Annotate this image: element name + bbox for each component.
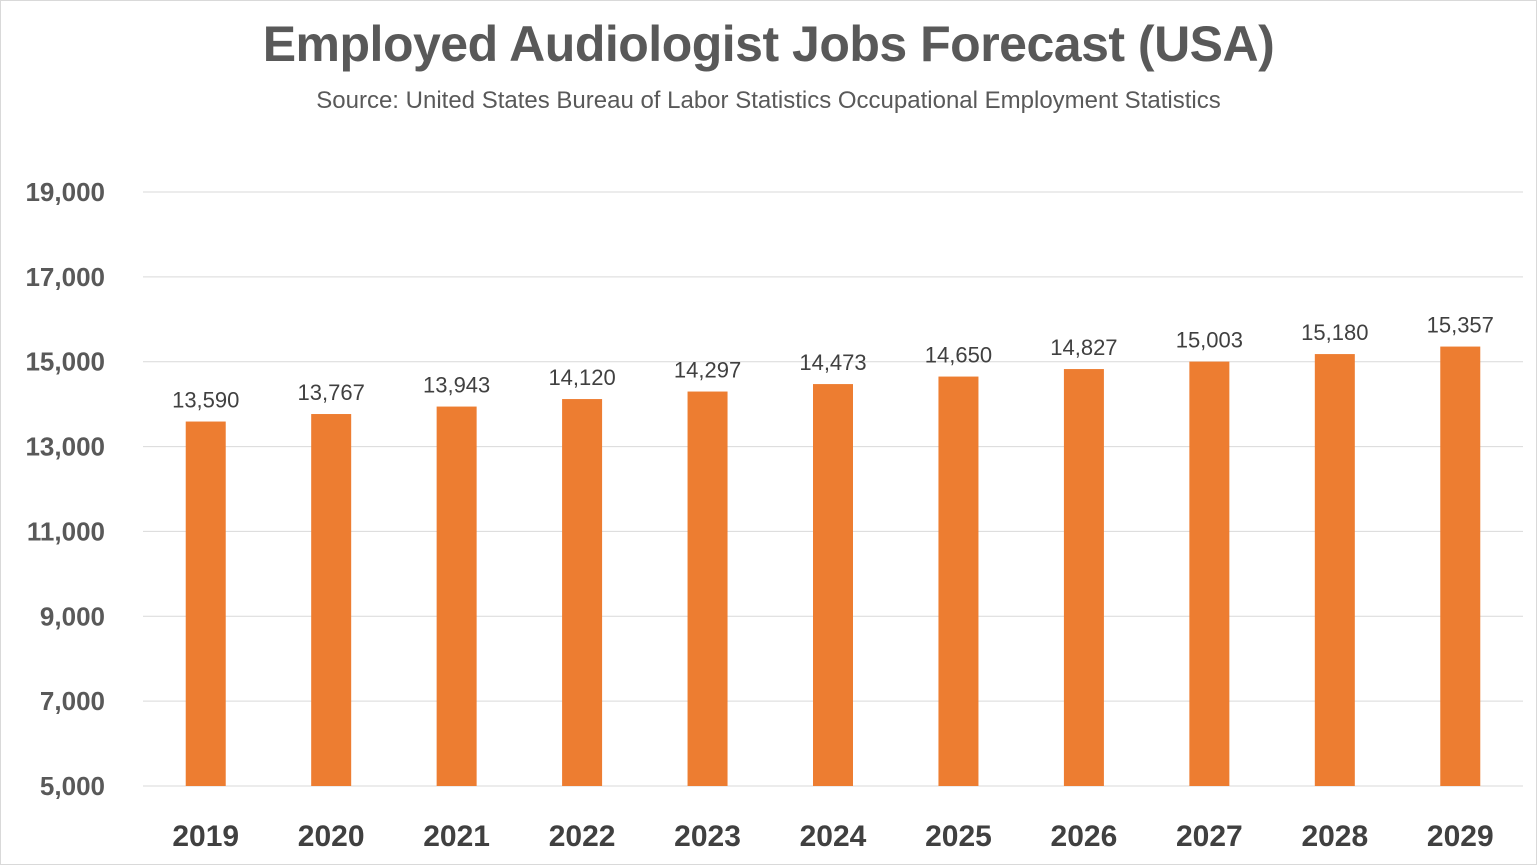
bar-2019 bbox=[185, 421, 226, 786]
x-tick-label-2020: 2020 bbox=[298, 820, 365, 853]
bar-2021 bbox=[436, 406, 477, 786]
y-tick-label: 19,000 bbox=[25, 177, 105, 207]
chart-title: Employed Audiologist Jobs Forecast (USA) bbox=[262, 16, 1275, 72]
bar-2026 bbox=[1063, 369, 1104, 786]
bar-2023 bbox=[687, 391, 728, 786]
y-tick-label: 9,000 bbox=[40, 601, 105, 631]
x-axis: 2019 2020 2021 2022 2023 2024 2025 2026 2027 2028… bbox=[172, 820, 1493, 853]
y-tick-label: 7,000 bbox=[40, 686, 105, 716]
bar-2020 bbox=[311, 414, 352, 786]
bar-2027 bbox=[1189, 361, 1230, 786]
x-tick-label-2025: 2025 bbox=[925, 820, 992, 853]
x-tick-label-2026: 2026 bbox=[1051, 820, 1118, 853]
data-label-2019: 13,590 bbox=[172, 388, 239, 413]
data-label-2023: 14,297 bbox=[674, 358, 741, 383]
chart-subtitle: Source: United States Bureau of Labor St… bbox=[316, 87, 1221, 114]
y-tick-label: 5,000 bbox=[40, 771, 105, 801]
bar-2022 bbox=[562, 399, 603, 786]
x-tick-label-2029: 2029 bbox=[1427, 820, 1494, 853]
data-label-2026: 14,827 bbox=[1050, 335, 1117, 360]
data-label-2020: 13,767 bbox=[298, 380, 365, 405]
data-label-2029: 15,357 bbox=[1427, 313, 1494, 338]
x-tick-label-2022: 2022 bbox=[549, 820, 616, 853]
bar-2028 bbox=[1314, 354, 1355, 786]
data-label-2022: 14,120 bbox=[548, 365, 615, 390]
y-tick-label: 17,000 bbox=[25, 262, 105, 292]
y-tick-label: 13,000 bbox=[25, 432, 105, 462]
bar-2025 bbox=[938, 376, 979, 786]
data-label-2027: 15,003 bbox=[1176, 328, 1243, 353]
x-tick-label-2021: 2021 bbox=[423, 820, 490, 853]
bars bbox=[185, 346, 1481, 786]
data-label-2028: 15,180 bbox=[1301, 320, 1368, 345]
x-tick-label-2024: 2024 bbox=[800, 820, 867, 853]
x-tick-label-2028: 2028 bbox=[1301, 820, 1368, 853]
data-labels: 13,590 13,767 13,943 14,120 14,297 14,473 14,6… bbox=[172, 313, 1494, 413]
y-tick-label: 15,000 bbox=[25, 347, 105, 377]
data-label-2024: 14,473 bbox=[799, 350, 866, 375]
data-label-2021: 13,943 bbox=[423, 373, 490, 398]
x-tick-label-2023: 2023 bbox=[674, 820, 741, 853]
x-tick-label-2019: 2019 bbox=[172, 820, 239, 853]
x-tick-label-2027: 2027 bbox=[1176, 820, 1243, 853]
bar-2024 bbox=[813, 384, 853, 786]
data-label-2025: 14,650 bbox=[925, 343, 992, 368]
y-tick-label: 11,000 bbox=[27, 516, 105, 546]
bar-2029 bbox=[1440, 346, 1481, 786]
y-axis: 5,000 7,000 9,000 11,000 13,000 15,000 17,000 1… bbox=[25, 177, 105, 801]
